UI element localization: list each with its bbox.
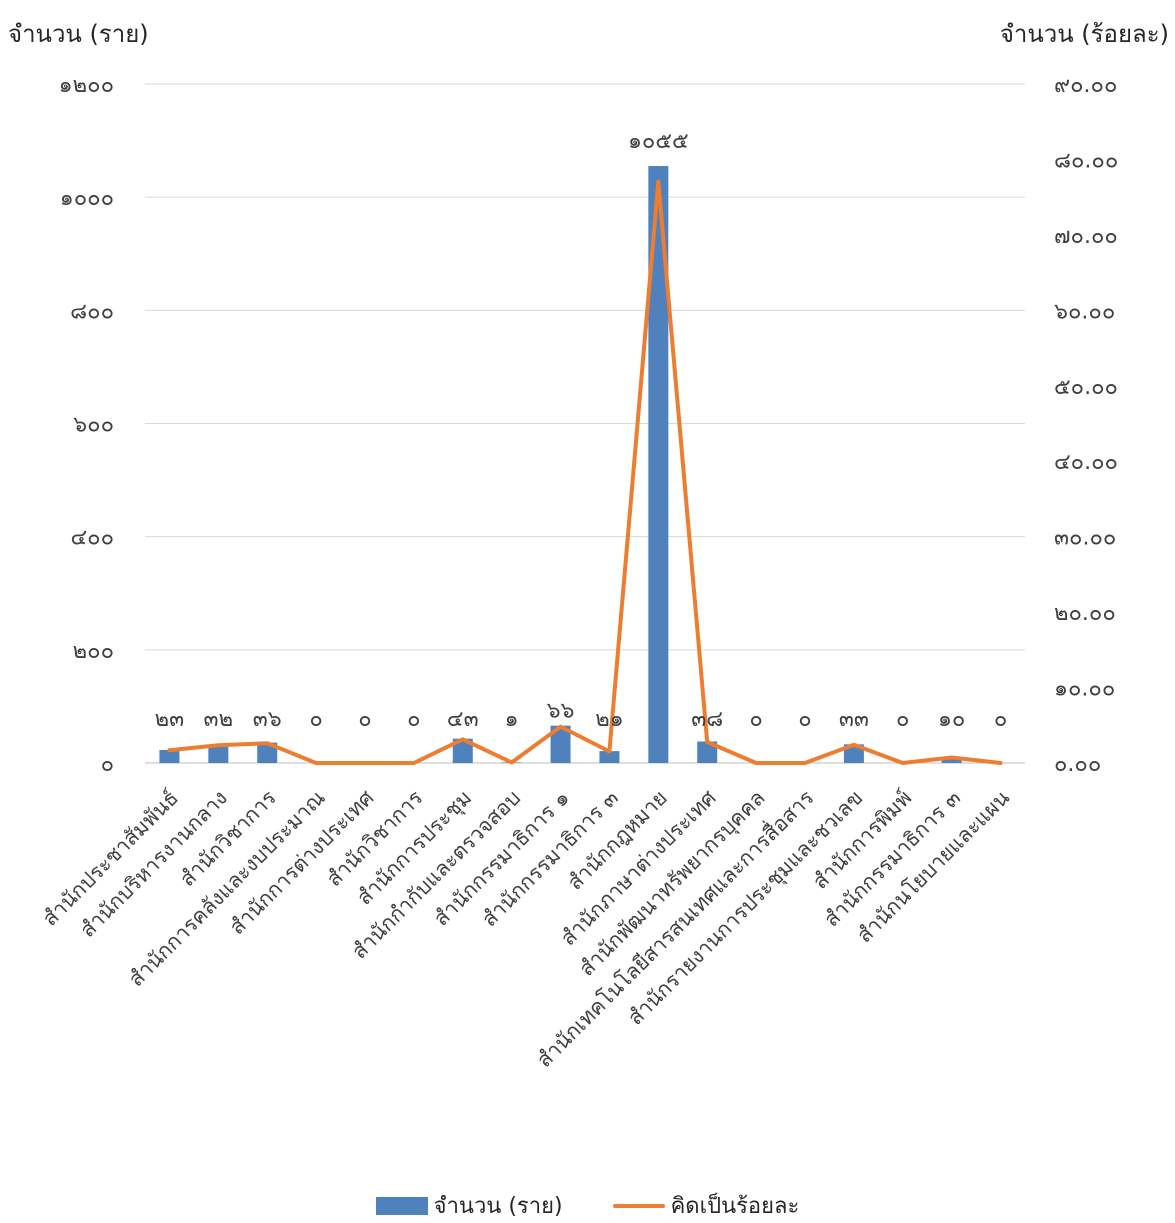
bar-data-label: ๖๖ [547,699,575,724]
legend-item-line: คิดเป็นร้อยละ [612,1188,800,1223]
y-left-tick-label: ๘๐๐ [70,299,114,324]
bar-data-label: ๐ [407,707,420,732]
bar-data-label: ๓๖ [253,707,282,732]
bar-data-label: ๐ [896,707,909,732]
y-right-axis-title: จำนวน (ร้อยละ) [999,20,1169,48]
combo-chart: ๐๒๐๐๔๐๐๖๐๐๘๐๐๑๐๐๐๑๒๐๐๐.๐๐๑๐.๐๐๒๐.๐๐๓๐.๐๐… [38,73,1118,1072]
percent-line [167,179,1003,765]
y-right-tick-label: ๐.๐๐ [1054,752,1101,777]
y-left-tick-label: ๒๐๐ [73,639,114,664]
y-left-tick-label: ๑๐๐๐ [60,186,114,211]
bar [843,744,864,763]
bar [599,751,620,763]
bar-data-label: ๓๘ [691,707,723,732]
legend-bar-swatch [375,1196,428,1215]
legend-line-label: คิดเป็นร้อยละ [670,1194,800,1219]
y-right-tick-label: ๒๐.๐๐ [1054,601,1116,626]
bar-data-label: ๐ [798,707,811,732]
y-right-tick-label: ๑๐.๐๐ [1054,677,1115,702]
bar [941,757,962,763]
y-right-tick-label: ๙๐.๐๐ [1054,73,1117,98]
bar-data-label: ๔๓ [447,707,479,732]
bar-data-label: ๓๓ [839,707,869,732]
legend-line-swatch [612,1203,665,1208]
bar-data-label: ๒๓ [155,707,185,732]
y-right-tick-label: ๕๐.๐๐ [1054,375,1118,400]
y-right-tick-label: ๓๐.๐๐ [1054,526,1116,551]
bar [208,744,229,763]
y-left-axis-title: จำนวน (ราย) [8,20,149,48]
y-left-tick-label: ๔๐๐ [70,526,114,551]
bar [159,749,180,763]
bar-data-label: ๐ [749,707,762,732]
y-right-tick-label: ๖๐.๐๐ [1054,299,1115,324]
bar-data-label: ๑ [505,707,519,732]
bar-data-label: ๓๒ [204,707,234,732]
bar [257,742,278,763]
bar-data-label: ๐ [358,707,371,732]
bar-data-label: ๐ [309,707,322,732]
bar [550,725,571,763]
legend-item-bar: จำนวน (ราย) [375,1188,563,1223]
bar [697,741,718,763]
y-right-tick-label: ๗๐.๐๐ [1054,224,1118,249]
y-left-tick-label: ๐ [101,752,114,777]
bar-data-label: ๑๐๕๕ [628,129,689,154]
legend-bar-label: จำนวน (ราย) [433,1194,563,1219]
bar-data-label: ๒๑ [595,707,623,732]
bar-data-label: ๐ [994,707,1007,732]
bar [452,738,473,763]
y-right-tick-label: ๔๐.๐๐ [1054,450,1118,475]
bar-data-label: ๑๐ [938,707,965,732]
bar [648,166,669,763]
y-right-tick-label: ๘๐.๐๐ [1054,148,1118,173]
y-left-tick-label: ๑๒๐๐ [59,73,114,98]
y-left-tick-label: ๖๐๐ [73,413,114,438]
legend: จำนวน (ราย) คิดเป็นร้อยละ [0,1188,1175,1223]
